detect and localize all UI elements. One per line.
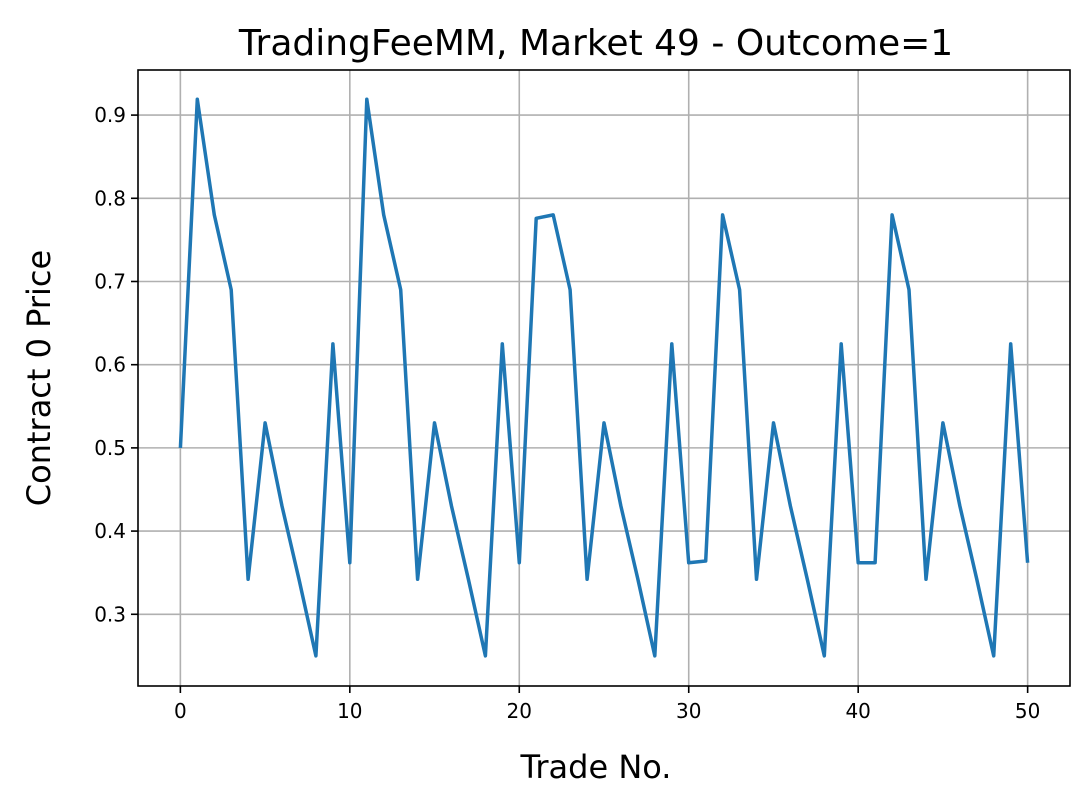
x-tick-label: 10: [337, 699, 362, 723]
y-tick-label: 0.5: [94, 436, 126, 460]
chart-title: TradingFeeMM, Market 49 - Outcome=1: [238, 23, 953, 64]
y-axis-label: Contract 0 Price: [20, 250, 58, 506]
y-tick-label: 0.8: [94, 186, 126, 210]
y-tick-label: 0.3: [94, 602, 126, 626]
series-layer: [178, 97, 1030, 658]
y-tick-label: 0.6: [94, 353, 126, 377]
y-tick-label: 0.7: [94, 269, 126, 293]
series-line: [178, 97, 1030, 658]
y-tick-label: 0.4: [94, 519, 126, 543]
x-tick-label: 0: [174, 699, 187, 723]
grid-lines: [138, 70, 1070, 686]
x-tick-label: 20: [507, 699, 532, 723]
y-tick-label: 0.9: [94, 103, 126, 127]
x-axis-ticks: 0 10 20 30 40 50: [174, 686, 1040, 723]
plot-frame: [137, 69, 1071, 687]
x-tick-label: 40: [845, 699, 870, 723]
y-axis-ticks: 0.3 0.4 0.5 0.6 0.7 0.8 0.9: [94, 103, 138, 626]
x-axis-label: Trade No.: [520, 748, 672, 786]
x-tick-label: 50: [1015, 699, 1040, 723]
x-tick-label: 30: [676, 699, 701, 723]
